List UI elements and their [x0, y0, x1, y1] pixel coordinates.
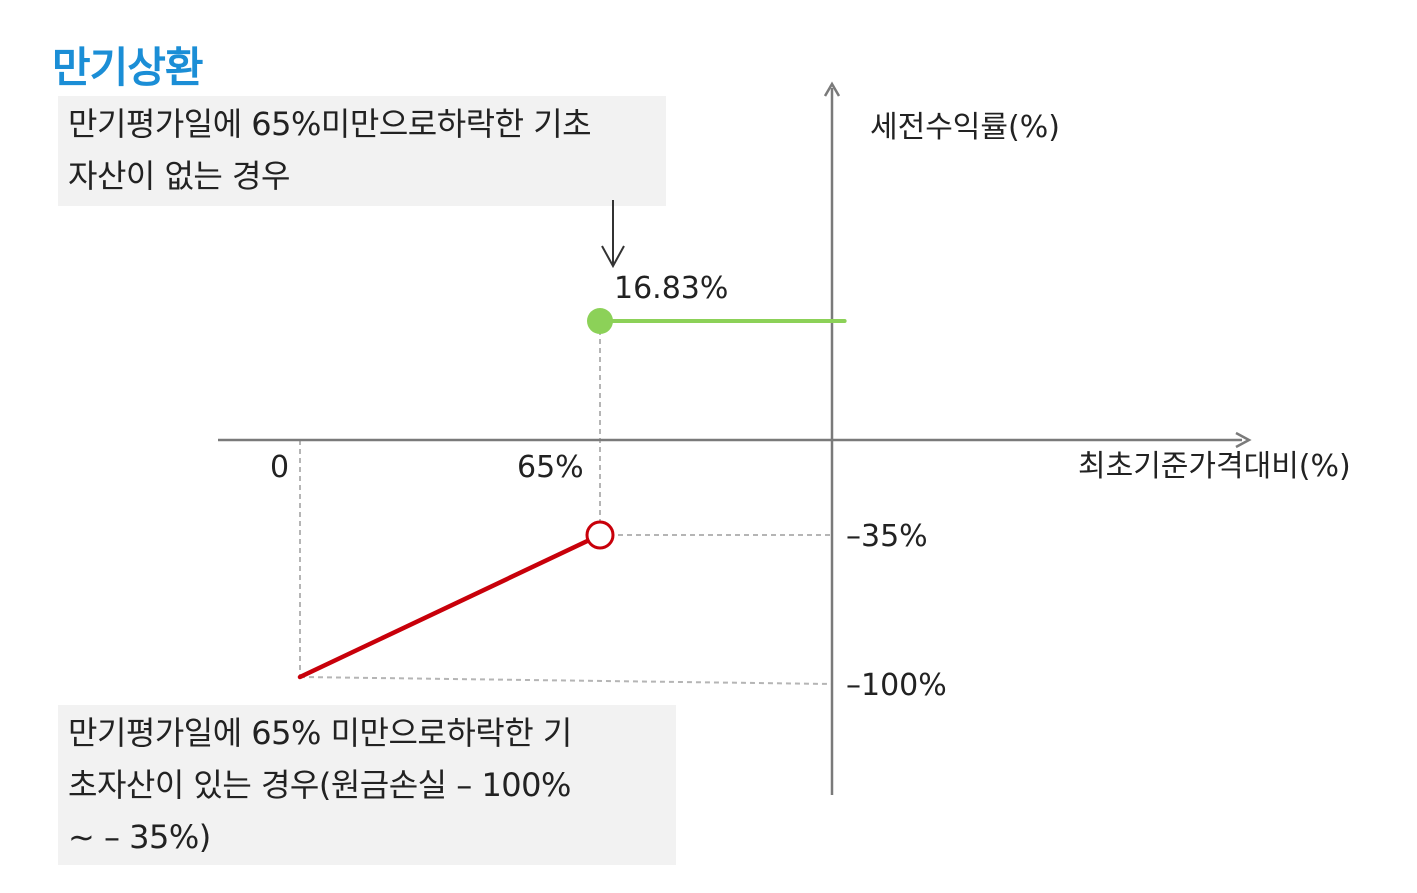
- callout-line: 만기평가일에 65%미만으로하락한 기초: [68, 105, 592, 143]
- callout-line: 자산이 없는 경우: [68, 157, 290, 195]
- callout-no-breach: 만기평가일에 65%미만으로하락한 기초 자산이 없는 경우: [58, 96, 666, 206]
- page-title: 만기상환: [52, 43, 204, 92]
- x-tick-label-65: 65%: [517, 450, 584, 485]
- callout-breach: 만기평가일에 65% 미만으로하락한 기 초자산이 있는 경우(원금손실 – 1…: [58, 705, 676, 865]
- y-tick-label-minus35: –35%: [846, 519, 928, 554]
- lower-end-marker: [585, 520, 615, 550]
- callout-line: 초자산이 있는 경우(원금손실 – 100%: [68, 766, 571, 804]
- callout-line: ∼ – 35%): [68, 818, 211, 856]
- x-tick-label-0: 0: [270, 450, 289, 485]
- y-axis-label: 세전수익률(%): [870, 110, 1060, 145]
- upper-start-marker: [587, 308, 613, 334]
- y-tick-label-minus100: –100%: [846, 668, 947, 703]
- data-label-upper: 16.83%: [614, 271, 728, 306]
- x-axis-label: 최초기준가격대비(%): [1078, 449, 1351, 484]
- y-axis-arrowhead: [823, 81, 841, 97]
- x-axis-arrowhead: [1235, 431, 1252, 449]
- callout-line: 만기평가일에 65% 미만으로하락한 기: [68, 714, 572, 752]
- guide-minus100-horizontal: [299, 676, 833, 685]
- callout-pointer-arrowhead: [601, 245, 625, 269]
- series-lower-line: [297, 532, 603, 680]
